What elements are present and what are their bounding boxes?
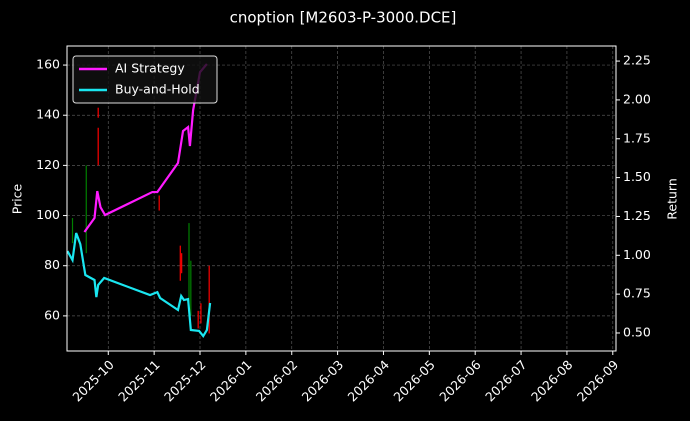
- y2-tick-label: 1.50: [623, 169, 651, 184]
- series-line: [83, 63, 208, 233]
- y2-tick-label: 2.25: [623, 53, 651, 68]
- y2-tick-label: 1.75: [623, 130, 651, 145]
- chart-title: cnoption [M2603-P-3000.DCE]: [230, 9, 457, 27]
- y-tick-label: 100: [36, 207, 60, 222]
- y-tick-label: 80: [44, 257, 60, 272]
- y-tick-label: 160: [36, 57, 60, 72]
- y-tick-label: 120: [36, 157, 60, 172]
- y-tick-label: 60: [44, 307, 60, 322]
- y-tick-label: 140: [36, 107, 60, 122]
- y2-tick-label: 0.50: [623, 324, 651, 339]
- y2-axis-label: Return: [665, 178, 680, 219]
- legend-label: Buy-and-Hold: [115, 82, 200, 97]
- y2-tick-label: 1.25: [623, 208, 651, 223]
- y2-tick-label: 1.00: [623, 247, 651, 262]
- plot-frame: [66, 45, 617, 352]
- y2-tick-label: 2.00: [623, 91, 651, 106]
- y-axis-label: Price: [10, 183, 25, 214]
- legend-box: [72, 55, 218, 104]
- y2-tick-label: 0.75: [623, 286, 651, 301]
- legend-label: AI Strategy: [115, 61, 185, 76]
- series-line: [67, 232, 212, 338]
